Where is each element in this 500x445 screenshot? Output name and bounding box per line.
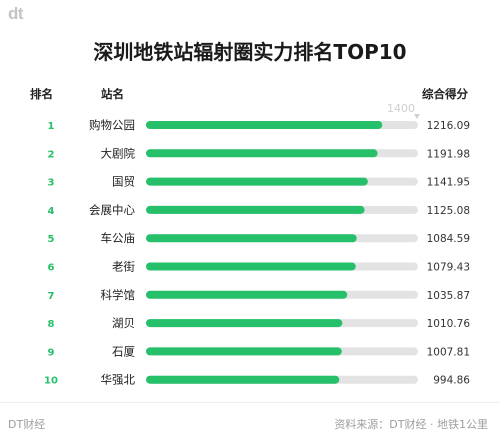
score-value: 1125.08 [427,205,470,217]
max-scale-label: 1400 [387,102,415,115]
rank-number: 5 [48,234,55,245]
station-name: 会展中心 [89,203,135,217]
score-value: 1084.59 [427,233,470,245]
score-value: 1007.81 [427,346,470,358]
station-name: 科学馆 [101,288,136,302]
score-bar [146,262,356,271]
score-bar [146,177,368,186]
score-bar [146,149,378,158]
station-name: 石厦 [112,344,135,358]
rank-number: 9 [48,347,55,358]
score-value: 1216.09 [427,120,470,132]
rank-column-header: 排名 [30,87,53,101]
max-scale-marker [414,114,420,119]
chart-title: 深圳地铁站辐射圈实力排名TOP10 [93,40,407,64]
score-value: 1010.76 [427,318,471,330]
station-name: 华强北 [101,373,136,387]
score-value: 1141.95 [427,177,470,189]
score-column-header: 综合得分 [422,87,468,101]
station-name: 湖贝 [112,316,135,330]
score-bar [146,290,348,299]
score-bar [146,375,340,384]
score-value: 1035.87 [427,290,470,302]
station-name: 车公庙 [101,231,136,245]
rank-number: 2 [48,149,55,160]
station-name: 购物公园 [89,118,135,132]
station-name: 老街 [112,260,135,274]
station-name: 国贸 [112,175,135,189]
rank-number: 7 [48,291,55,302]
footer-source: 资料来源：DT财经 · 地铁1公里 [334,418,488,431]
score-value: 994.86 [433,375,470,387]
score-bar [146,205,365,214]
station-name: 大剧院 [101,146,136,160]
score-bar [146,234,357,243]
score-bar [146,121,383,129]
rank-number: 4 [48,206,55,217]
score-value: 1191.98 [427,148,470,160]
rank-number: 8 [48,319,55,330]
rank-number: 6 [48,263,55,274]
score-value: 1079.43 [427,262,470,274]
score-bar [146,347,342,356]
score-bar [146,319,343,328]
rank-number: 1 [48,121,55,132]
footer-divider [0,402,500,403]
dt-logo: dt [8,4,24,23]
station-column-header: 站名 [101,87,124,101]
rank-number: 10 [44,376,58,387]
footer-brand: DT财经 [8,418,46,431]
rank-number: 3 [48,178,55,189]
